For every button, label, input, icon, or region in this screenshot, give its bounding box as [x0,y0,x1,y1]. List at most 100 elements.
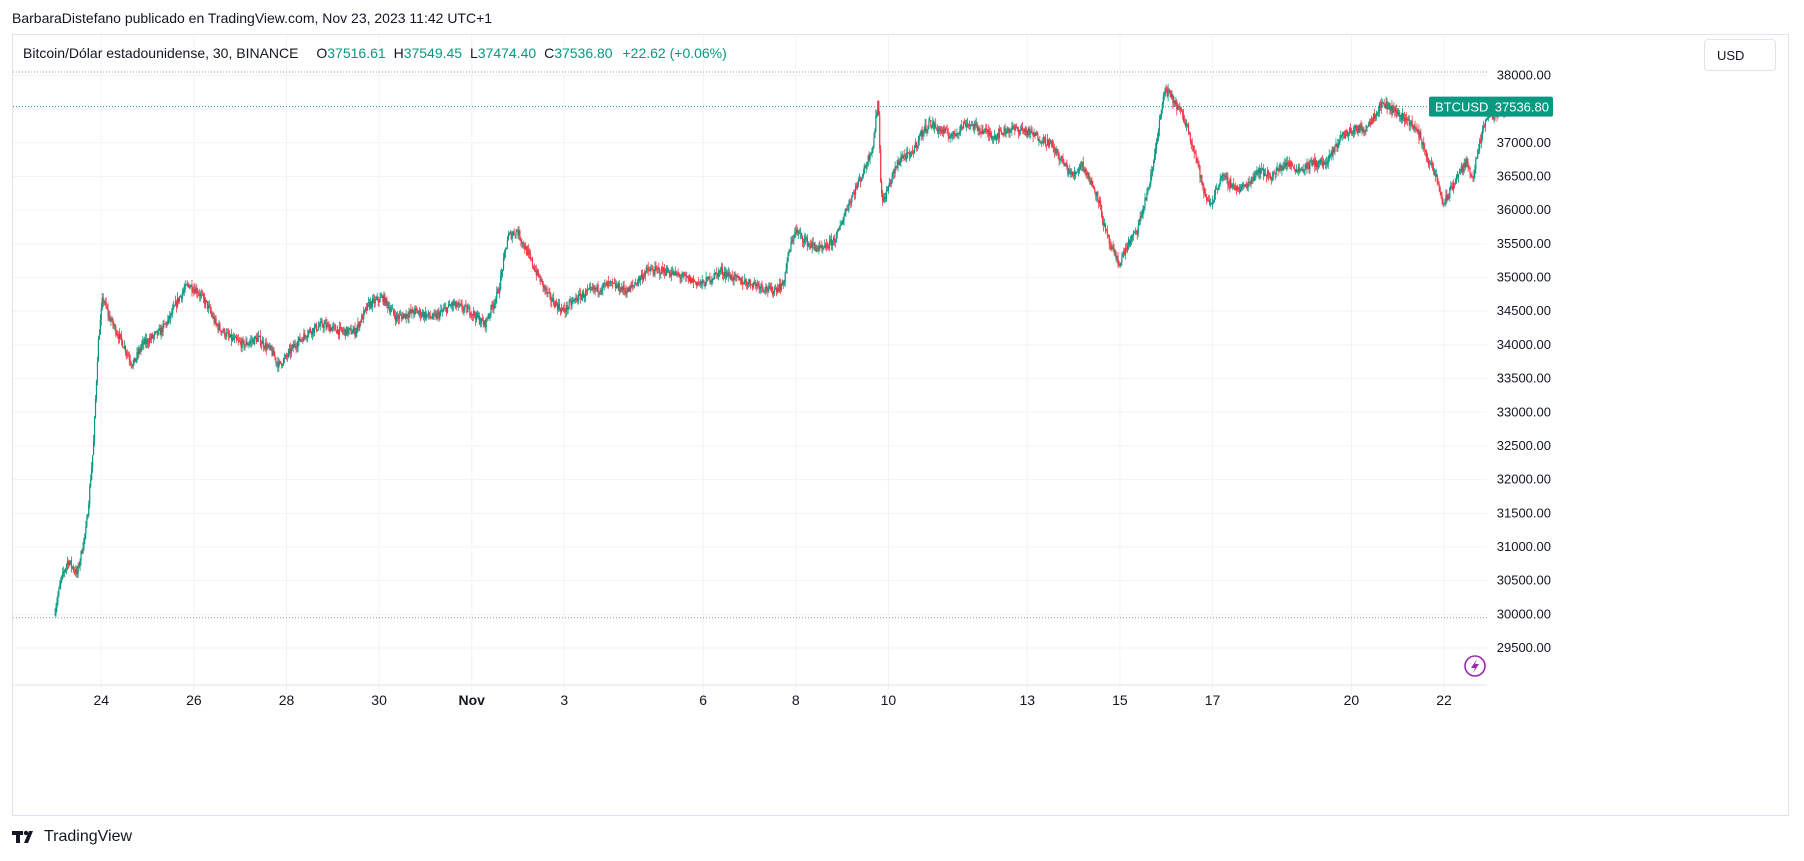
candle-body [914,142,917,148]
candle-body [172,308,174,314]
candle-body [432,313,434,318]
candle-body [1143,206,1145,209]
candle-body [292,345,294,348]
candle-body [1368,122,1370,127]
candle-body [78,565,80,567]
candle-body [222,331,224,333]
candle-body [663,268,665,272]
currency-button[interactable]: USD [1704,39,1776,71]
candle-body [631,284,633,288]
candle-body [1061,156,1063,159]
chart-panel[interactable]: 29500.00 30000.00 30500.00 31000.00 31500.00… [12,34,1789,816]
candle-body [852,194,854,198]
candle-body [1018,130,1020,134]
candle-body [337,329,340,335]
candle-body [530,258,533,260]
candle-body [133,357,135,363]
symbol-title[interactable]: Bitcoin/Dólar estadounidense, 30, BINANC… [23,45,299,61]
candle-body [73,570,75,572]
candle-body [954,133,956,136]
candle-body [291,345,293,349]
candle-body [221,331,223,333]
candle-body [549,292,551,295]
candle-body [119,333,121,340]
candle-body [876,112,878,116]
candle-body [392,308,395,314]
candle-body [451,301,454,307]
candle-body [978,128,980,131]
candle-body [134,357,136,362]
candle-body [513,232,515,235]
candle-body [1262,168,1264,170]
candle-body [673,271,675,275]
candle-body [329,327,331,332]
candle-body [817,248,819,250]
candle-body [197,293,199,295]
candle-body [79,560,81,567]
candle-body [1405,118,1407,120]
candle-body [754,282,756,284]
candle-body [964,122,967,127]
candle-body [466,305,468,313]
candle-body [932,121,934,127]
candle-body [508,233,510,235]
candle-body [428,312,430,317]
candle-body [814,243,816,248]
candle-body [752,283,754,288]
candle-body [916,145,918,148]
candle-body [238,340,240,342]
candle-body [735,274,737,277]
candle-body [648,270,650,272]
candle-body [1199,165,1201,178]
candle-body [254,336,256,345]
candle-body [606,282,608,287]
tradingview-logo[interactable]: TradingView [12,828,132,846]
candle-body [266,346,268,350]
lightning-icon[interactable] [1464,655,1486,677]
candle-body [800,232,803,236]
candle-body [1321,161,1324,166]
candle-body [827,246,829,248]
candle-body [141,343,143,348]
candle-body [1011,127,1013,131]
candle-body [114,325,116,327]
candle-body [223,329,225,333]
tradingview-logo-icon [12,830,33,843]
candle-body [499,288,501,294]
candle-body [1247,181,1249,188]
candle-body [575,297,577,299]
candle-body [952,131,954,135]
candle-body [790,242,792,251]
candle-body [1442,200,1444,204]
candle-body [421,312,424,316]
candle-body [1096,191,1098,196]
candle-body [386,298,388,303]
candle-body [1246,187,1248,188]
candle-body [1194,152,1196,154]
candle-body [90,479,92,487]
ohlc-legend: Bitcoin/Dólar estadounidense, 30, BINANC… [23,45,727,61]
candle-body [71,566,73,568]
candle-body [1312,164,1314,166]
candle-body [62,571,64,576]
candle-body [1140,216,1142,218]
candle-body [439,312,441,318]
candle-body [279,360,281,362]
candle-body [1458,171,1461,174]
candle-body [694,281,697,283]
candle-body [746,282,748,286]
candle-body [146,339,148,344]
candle-body [1086,173,1088,175]
candle-body [1127,245,1129,250]
candle-body [934,123,936,129]
candle-body [378,301,380,302]
candlestick-chart[interactable]: 29500.0030000.0030500.0031000.0031500.00… [13,35,1789,816]
candle-body [124,346,127,353]
candle-body [1166,90,1168,96]
candle-body [1266,170,1269,177]
candle-body [1119,264,1121,267]
candle-body [1483,125,1486,127]
candle-body [860,177,862,182]
candle-body [1343,131,1345,135]
candle-body [1311,160,1313,166]
